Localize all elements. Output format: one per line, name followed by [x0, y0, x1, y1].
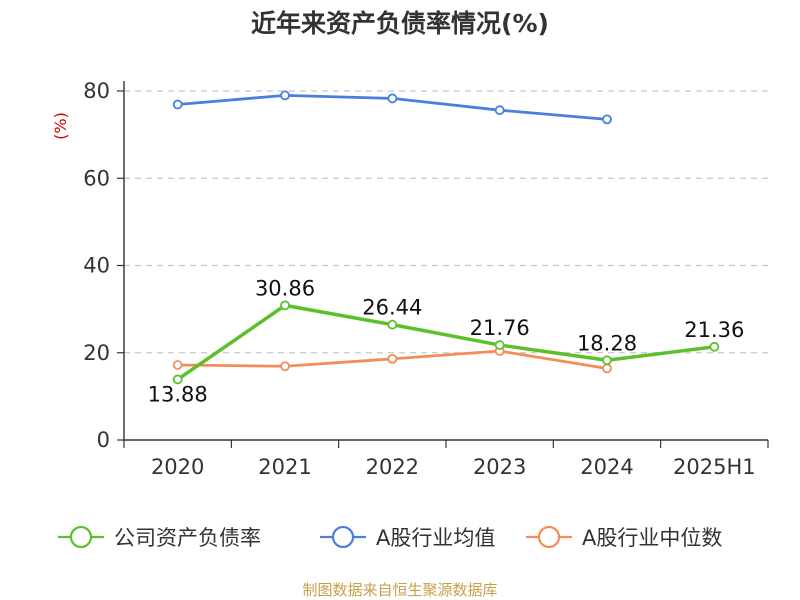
x-tick-label: 2025H1 [673, 455, 756, 479]
data-point [709, 341, 720, 352]
legend-label: A股行业中位数 [582, 526, 722, 550]
series-0 [172, 300, 720, 385]
data-label: 30.86 [255, 276, 315, 300]
series-1 [172, 90, 612, 125]
x-tick-label: 2023 [473, 455, 526, 479]
series-layer [172, 90, 720, 385]
data-label: 26.44 [362, 296, 422, 320]
data-label: 13.88 [148, 382, 208, 406]
y-tick-label: 80 [83, 79, 110, 103]
data-point [494, 105, 505, 116]
x-tick-label: 2024 [580, 455, 633, 479]
legend: 公司资产负债率 A股行业均值 A股行业中位数 [58, 525, 722, 550]
data-point [280, 300, 290, 311]
y-tick-label: 40 [83, 254, 110, 278]
legend-marker [69, 525, 93, 549]
legend-item-0: 公司资产负债率 [58, 525, 261, 550]
chart-title: 近年来资产负债率情况(%) [251, 9, 549, 38]
data-point [172, 374, 183, 385]
data-label: 21.36 [684, 318, 744, 342]
series-line [176, 303, 715, 381]
legend-label: A股行业均值 [376, 526, 495, 550]
legend-label: 公司资产负债率 [114, 526, 261, 550]
data-point [602, 355, 612, 366]
x-tick-label: 2021 [258, 455, 311, 479]
legend-marker [537, 525, 561, 549]
y-tick-label: 20 [83, 341, 110, 365]
data-point [602, 363, 612, 374]
legend-item-2: A股行业中位数 [526, 525, 722, 550]
data-labels: 13.88 30.86 26.44 21.76 18.28 21.36 [148, 276, 745, 406]
data-point [172, 99, 183, 110]
data-point [387, 319, 398, 330]
y-tick-label: 0 [97, 428, 110, 452]
axes: 0 20 40 60 80 2020 2021 2022 2023 2024 2025H1 [83, 79, 769, 479]
legend-item-1: A股行业均值 [320, 525, 495, 550]
source-note: 制图数据来自恒生聚源数据库 [302, 581, 497, 599]
data-point [602, 114, 612, 125]
legend-marker [331, 525, 355, 549]
x-tick-label: 2020 [151, 455, 204, 479]
x-tick-label: 2022 [366, 455, 419, 479]
data-point [172, 360, 183, 370]
data-point [387, 93, 398, 104]
data-point [387, 353, 398, 364]
data-point [280, 361, 290, 372]
data-point [280, 90, 290, 101]
data-label: 18.28 [577, 331, 637, 355]
y-tick-label: 60 [83, 166, 110, 190]
grid-lines [124, 90, 768, 354]
y-axis-label: (%) [51, 112, 70, 140]
data-point [494, 340, 505, 350]
data-label: 21.76 [470, 316, 530, 340]
